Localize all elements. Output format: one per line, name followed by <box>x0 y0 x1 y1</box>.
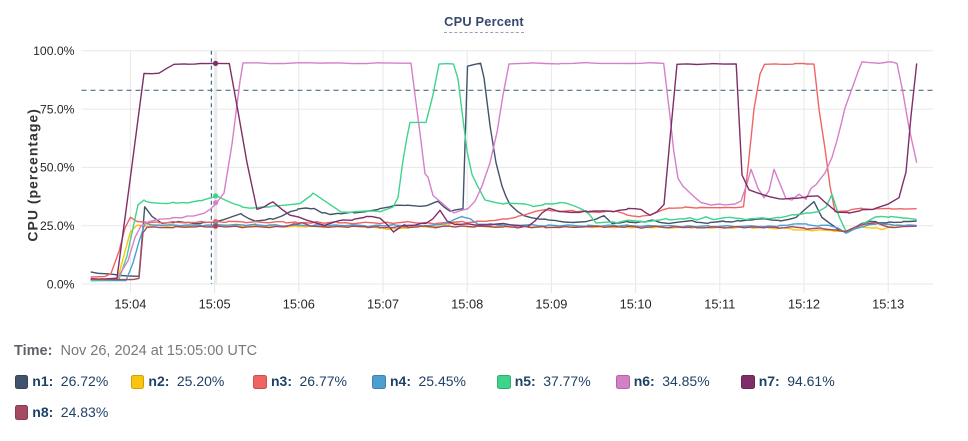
svg-text:CPU (percentage): CPU (percentage) <box>25 108 41 241</box>
svg-text:100.0%: 100.0% <box>33 44 74 58</box>
svg-text:15:11: 15:11 <box>704 297 735 312</box>
svg-text:15:13: 15:13 <box>872 297 904 312</box>
svg-text:15:06: 15:06 <box>283 297 315 312</box>
svg-text:50.0%: 50.0% <box>40 161 75 175</box>
svg-text:15:08: 15:08 <box>451 297 483 312</box>
svg-text:15:07: 15:07 <box>367 297 399 312</box>
svg-text:75.0%: 75.0% <box>40 102 75 116</box>
svg-text:0.0%: 0.0% <box>47 277 75 291</box>
svg-text:25.0%: 25.0% <box>40 219 75 233</box>
svg-text:15:12: 15:12 <box>788 297 820 312</box>
svg-text:15:09: 15:09 <box>535 297 567 312</box>
svg-text:15:05: 15:05 <box>199 297 231 312</box>
svg-text:15:10: 15:10 <box>620 297 652 312</box>
svg-text:15:04: 15:04 <box>114 297 146 312</box>
